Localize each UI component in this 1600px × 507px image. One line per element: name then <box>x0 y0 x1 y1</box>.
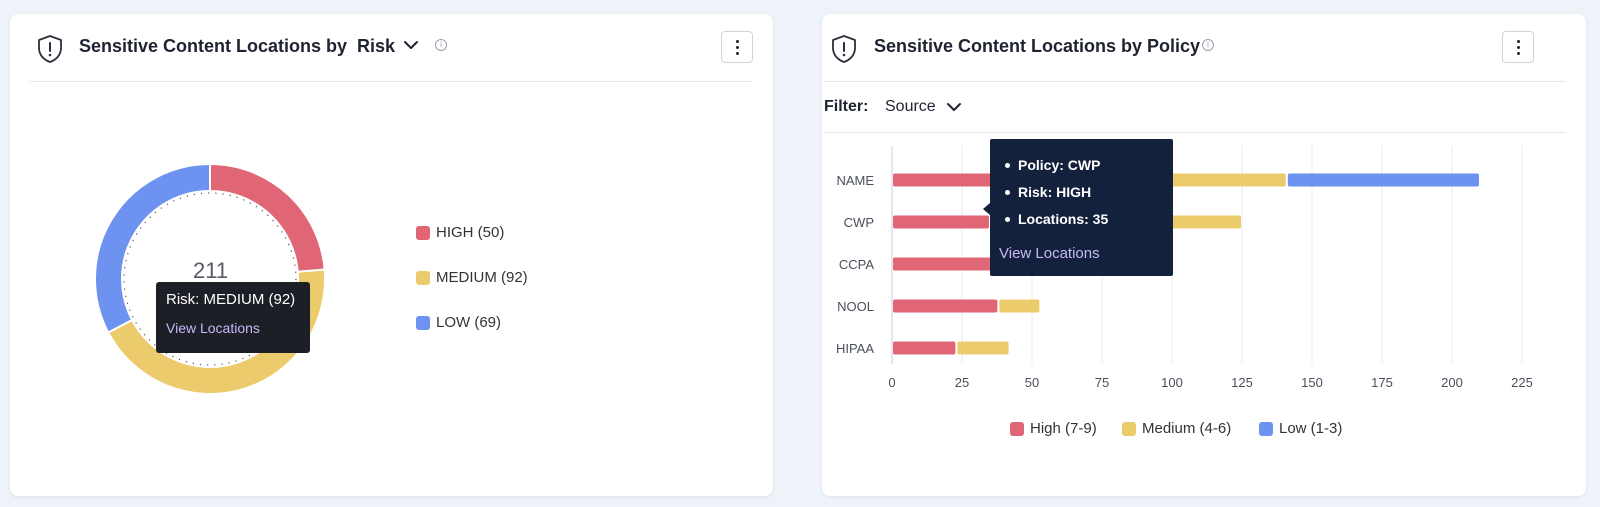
policy-panel-header: Sensitive Content Locations by Policy i <box>822 14 1586 82</box>
legend-label: LOW (69) <box>436 314 502 331</box>
donut-slice-high[interactable] <box>209 162 326 273</box>
risk-panel: Sensitive Content Locations by Risk i 21… <box>10 14 773 496</box>
y-tick-label: CWP <box>844 215 874 230</box>
legend-item-medium[interactable]: Medium (4-6) <box>1122 420 1231 437</box>
legend-item-high[interactable]: HIGH (50) <box>416 224 504 241</box>
donut-inner-ring <box>123 192 297 366</box>
x-tick-label: 150 <box>1301 375 1323 390</box>
shield-icon <box>38 35 62 63</box>
x-tick-label: 50 <box>1025 375 1039 390</box>
kebab-menu-icon[interactable] <box>1502 31 1534 63</box>
x-tick-label: 225 <box>1511 375 1533 390</box>
bar-cwp-high[interactable] <box>893 215 989 229</box>
tooltip-risk: Risk: HIGH <box>1002 182 1108 209</box>
tooltip-policy: Policy: CWP <box>1002 155 1108 182</box>
legend-item-medium[interactable]: MEDIUM (92) <box>416 269 528 286</box>
x-tick-label: 25 <box>955 375 969 390</box>
legend-label: Medium (4-6) <box>1142 420 1232 437</box>
info-icon[interactable]: i <box>1202 39 1214 51</box>
x-tick-label: 200 <box>1441 375 1463 390</box>
x-tick-label: 125 <box>1231 375 1253 390</box>
legend-swatch <box>1010 421 1024 436</box>
legend-swatch <box>1122 421 1136 436</box>
header-divider <box>30 81 753 82</box>
kebab-menu-icon[interactable] <box>721 31 753 63</box>
bar-name-low[interactable] <box>1287 173 1479 187</box>
chevron-down-icon[interactable] <box>403 40 419 50</box>
info-icon[interactable]: i <box>435 39 447 51</box>
y-tick-label: HIPAA <box>836 341 874 356</box>
policy-panel-title: Sensitive Content Locations by Policy <box>874 36 1201 56</box>
x-tick-label: 75 <box>1095 375 1109 390</box>
legend-label: Low (1-3) <box>1279 420 1343 437</box>
bar-hipaa-medium[interactable] <box>957 341 1009 355</box>
y-tick-label: NAME <box>836 173 874 188</box>
shield-icon <box>832 35 856 63</box>
risk-dropdown[interactable]: Risk <box>357 36 395 57</box>
y-tick-label: NOOL <box>837 299 874 314</box>
x-tick-label: 175 <box>1371 375 1393 390</box>
bar-tooltip-list: Policy: CWP Risk: HIGH Locations: 35 <box>1002 155 1108 236</box>
donut-slice-low[interactable] <box>94 162 211 334</box>
legend-label: HIGH (50) <box>436 224 505 241</box>
x-tick-label: 100 <box>1161 375 1183 390</box>
view-locations-link[interactable]: View Locations <box>999 245 1100 262</box>
y-tick-label: CCPA <box>839 257 874 272</box>
risk-panel-header: Sensitive Content Locations by Risk i <box>10 14 773 82</box>
bar-nool-medium[interactable] <box>999 299 1040 313</box>
source-filter-value: Source <box>885 98 936 115</box>
filter-label: Filter: <box>824 98 869 115</box>
legend-swatch <box>416 270 430 285</box>
bar-nool-high[interactable] <box>893 299 998 313</box>
x-tick-label: 0 <box>888 375 895 390</box>
source-filter-dropdown[interactable]: Source <box>885 98 936 116</box>
risk-dropdown-value: Risk <box>357 36 396 56</box>
donut-tooltip: Risk: MEDIUM (92) View Locations <box>156 282 310 353</box>
legend-swatch <box>1259 421 1273 436</box>
legend-label: MEDIUM (92) <box>436 269 528 286</box>
bar-tooltip: Policy: CWP Risk: HIGH Locations: 35 Vie… <box>990 139 1173 276</box>
donut-total: 211 <box>193 258 229 283</box>
tooltip-locations: Locations: 35 <box>1002 209 1108 236</box>
legend-item-high[interactable]: High (7-9) <box>1010 420 1097 437</box>
tooltip-pointer <box>983 203 990 215</box>
legend-item-low[interactable]: Low (1-3) <box>1259 420 1342 437</box>
legend-item-low[interactable]: LOW (69) <box>416 314 501 331</box>
risk-panel-title: Sensitive Content Locations by <box>79 36 348 56</box>
header-divider <box>824 81 1566 82</box>
donut-tooltip-text: Risk: MEDIUM (92) <box>166 291 296 308</box>
chevron-down-icon[interactable] <box>946 102 962 112</box>
bar-hipaa-high[interactable] <box>893 341 956 355</box>
filter-divider <box>824 132 1566 133</box>
view-locations-link[interactable]: View Locations <box>166 320 260 336</box>
legend-swatch <box>416 225 430 240</box>
policy-panel: Sensitive Content Locations by Policy i … <box>822 14 1586 496</box>
legend-swatch <box>416 315 430 330</box>
policy-bar-chart: 0 25 50 75 100 125 150 175 200 225 NAME CWP CCPA NOOL… <box>836 146 1533 390</box>
legend-label: High (7-9) <box>1030 420 1097 437</box>
